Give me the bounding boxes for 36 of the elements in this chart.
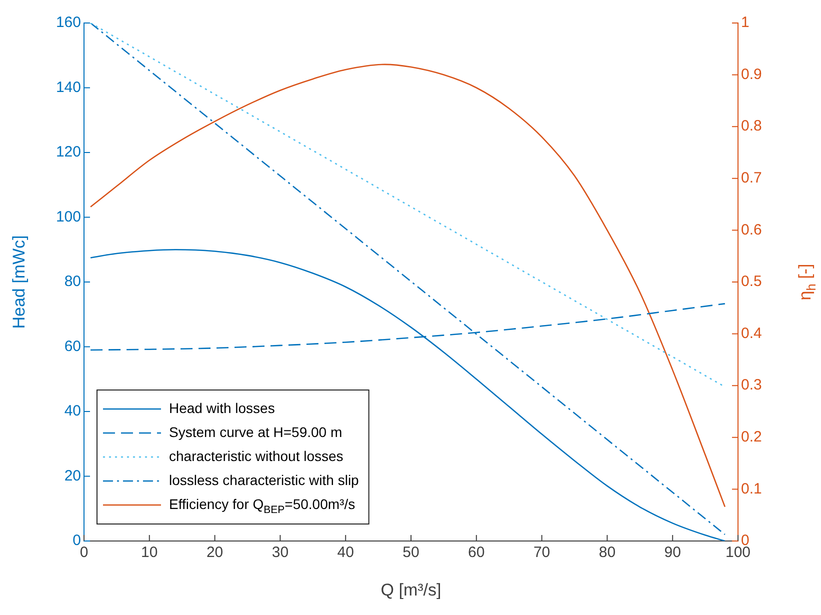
line-series	[90, 248, 726, 541]
x-tick-label: 20	[206, 544, 224, 562]
x-tick-label: 60	[468, 544, 485, 562]
legend-label: Head with losses	[169, 400, 275, 416]
y2-tick-label: 0.3	[741, 376, 762, 394]
y-tick-label: 0	[72, 532, 81, 550]
y-tick-label: 100	[56, 208, 81, 226]
y-tick-label: 140	[56, 78, 81, 96]
x-axis-title: Q [m³/s]	[380, 580, 442, 600]
legend-label: characteristic without losses	[169, 448, 344, 464]
x-tick-label: 40	[337, 544, 354, 562]
y2-tick-label: 0.8	[741, 118, 762, 135]
y2-axis-title: ηh [-]	[796, 264, 818, 300]
legend-label: System curve at H=59.00 m	[169, 424, 342, 440]
y-tick-label: 60	[64, 338, 81, 355]
y-tick-label: 120	[56, 144, 81, 161]
y-tick-label: 20	[64, 467, 81, 484]
legend-label: lossless characteristic with slip	[169, 472, 360, 488]
x-tick-label: 10	[141, 544, 158, 562]
y2-tick-label: 0.1	[741, 480, 762, 498]
x-tick-label: 70	[533, 544, 550, 562]
y2-tick-label: 1	[741, 14, 750, 32]
y2-tick-label: 0.6	[741, 221, 762, 238]
x-tick-label: 30	[272, 544, 289, 562]
y2-tick-label: 0.7	[741, 170, 762, 187]
x-tick-label: 90	[664, 544, 681, 562]
y2-tick-label: 0.4	[741, 324, 762, 342]
y2-tick-label: 0.5	[741, 273, 762, 290]
y-axis-title: Head [mWc]	[10, 235, 29, 329]
y-tick-label: 160	[56, 14, 81, 32]
y2-tick-label: 0.2	[741, 428, 762, 446]
x-tick-label: 50	[402, 544, 420, 562]
y2-tick-label: 0.9	[741, 66, 762, 83]
x-tick-label: 80	[598, 544, 616, 562]
y-tick-label: 80	[64, 273, 81, 290]
y-tick-label: 40	[64, 402, 81, 420]
